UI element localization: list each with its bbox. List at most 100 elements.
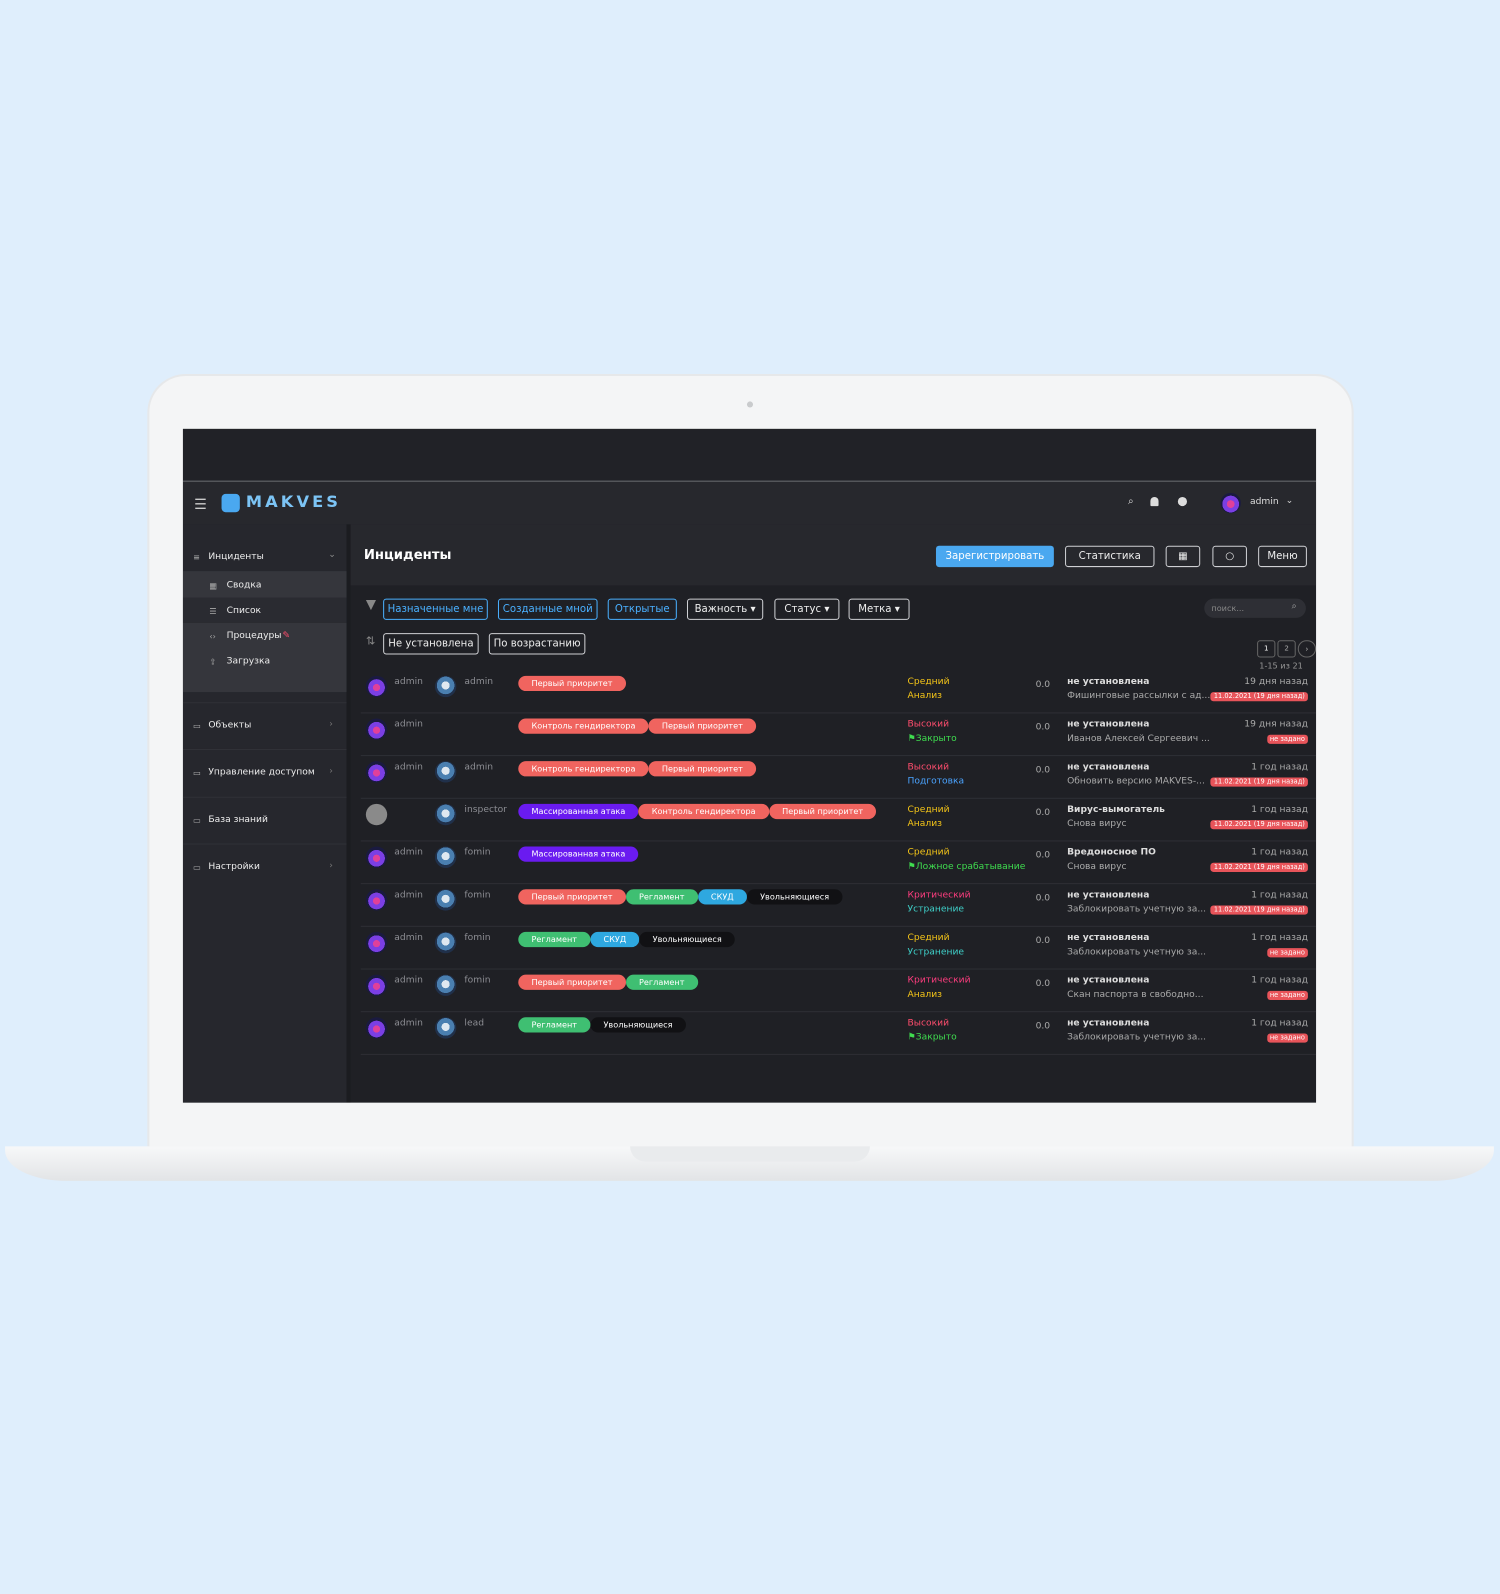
quick-filter[interactable]: Открытые — [607, 598, 677, 620]
stats-button[interactable]: Статистика — [1065, 545, 1155, 568]
quick-filter[interactable]: Назначенные мне — [383, 598, 488, 620]
row-separator — [360, 925, 1317, 927]
author-name: admin — [394, 719, 423, 730]
deadline: не задано — [1266, 734, 1308, 744]
page-next[interactable]: › — [1297, 640, 1317, 658]
tag[interactable]: Регламент — [625, 974, 698, 990]
user-name[interactable]: admin — [1249, 496, 1279, 508]
status: Устранение — [907, 947, 965, 958]
author-name: admin — [394, 890, 423, 901]
user-caret[interactable]: ⌄ — [1285, 495, 1294, 507]
nav-item[interactable]: Настройки — [208, 861, 260, 872]
page-button[interactable]: 1 — [1257, 640, 1276, 658]
tags: Регламент СКУД Увольняющиеся — [518, 931, 735, 948]
register-button[interactable]: Зарегистрировать — [935, 545, 1054, 568]
deadline: 11.02.2021 (19 дня назад) — [1210, 905, 1308, 915]
description: Снова вирус — [1067, 861, 1127, 872]
category: не установлена — [1067, 762, 1150, 773]
refresh-button[interactable]: ○ — [1212, 545, 1247, 568]
quick-filter[interactable]: Созданные мной — [497, 598, 598, 620]
tags: Контроль гендиректора Первый приоритет — [518, 718, 757, 734]
row-separator — [360, 1053, 1317, 1055]
status: Подготовка — [907, 776, 965, 787]
search-box-icon: ⌕ — [1291, 601, 1297, 612]
row-separator — [360, 840, 1317, 842]
description: Заблокировать учетную за... — [1067, 904, 1207, 915]
search-box[interactable]: поиск... — [1204, 598, 1306, 618]
tag[interactable]: СКУД — [697, 889, 747, 905]
nav-group[interactable]: Инциденты — [208, 551, 264, 562]
submenu-item[interactable]: Загрузка — [226, 656, 271, 667]
nav-item[interactable]: Объекты — [208, 720, 252, 731]
nav-chevron: › — [329, 766, 333, 777]
nav-icon: ▭ — [193, 862, 201, 872]
hamburger[interactable]: ☰ — [194, 496, 207, 514]
tag[interactable]: Массированная атака — [518, 803, 639, 820]
incident-row[interactable] — [361, 841, 1316, 884]
time: 1 год назад — [1251, 932, 1308, 944]
tag[interactable]: Контроль гендиректора — [518, 718, 649, 734]
avatar — [434, 1017, 457, 1039]
severity: Высокий — [907, 1018, 950, 1029]
page-button[interactable]: 2 — [1277, 640, 1296, 658]
severity: Средний — [907, 676, 950, 687]
dropdown-filter[interactable]: Статус ▾ — [774, 598, 840, 620]
tag[interactable]: Увольняющиеся — [590, 1017, 686, 1033]
alarm-icon[interactable] — [1177, 496, 1187, 507]
description: Заблокировать учетную за... — [1067, 1032, 1207, 1043]
time: 19 дня назад — [1244, 719, 1308, 730]
menu-button[interactable]: Меню — [1258, 545, 1307, 568]
grid-button[interactable]: ▦ — [1165, 545, 1201, 568]
score: 0.0 — [1035, 679, 1051, 691]
tag[interactable]: Первый приоритет — [648, 761, 757, 777]
submenu-item[interactable]: Процедуры — [226, 631, 282, 642]
category: Вирус-вымогатель — [1067, 804, 1165, 816]
title-bar — [350, 524, 1317, 586]
avatar — [434, 761, 457, 783]
avatar — [365, 803, 388, 826]
nav-item[interactable]: База знаний — [208, 814, 268, 825]
dropdown-filter[interactable]: Метка ▾ — [848, 598, 910, 620]
nav-item[interactable]: Управление доступом — [208, 767, 315, 778]
status: ⚑Закрыто — [907, 1032, 957, 1043]
tag[interactable]: Регламент — [518, 1017, 591, 1033]
tag[interactable]: Увольняющиеся — [746, 889, 843, 905]
row-separator — [360, 797, 1317, 799]
camera — [746, 401, 754, 408]
page-range: 1-15 из 21 — [1259, 661, 1303, 671]
tag[interactable]: Первый приоритет — [518, 675, 626, 692]
description: Скан паспорта в свободно... — [1067, 989, 1204, 1000]
tag[interactable]: Первый приоритет — [768, 803, 877, 820]
user-avatar[interactable] — [1220, 492, 1241, 514]
tag[interactable]: Контроль гендиректора — [638, 803, 769, 820]
sort-order[interactable]: По возрастанию — [488, 633, 586, 655]
tag[interactable]: Контроль гендиректора — [518, 761, 649, 777]
tag[interactable]: Первый приоритет — [518, 974, 626, 990]
status: ⚑Ложное срабатывание — [907, 861, 1026, 872]
tag[interactable]: Регламент — [625, 889, 698, 905]
severity: Высокий — [907, 719, 950, 730]
dropdown-filter[interactable]: Важность ▾ — [686, 598, 764, 620]
tag[interactable]: Массированная атака — [518, 846, 639, 862]
sort-field[interactable]: Не установлена — [383, 633, 479, 655]
tag[interactable]: Первый приоритет — [518, 889, 626, 905]
row-separator — [360, 755, 1317, 757]
submenu-item[interactable]: Сводка — [226, 580, 262, 591]
assignee-name: fomin — [464, 890, 491, 901]
deadline: не задано — [1266, 990, 1308, 1000]
tag[interactable]: СКУД — [590, 931, 640, 948]
nav-separator — [182, 749, 347, 751]
sort-icon: ⇅ — [365, 634, 376, 648]
tag[interactable]: Первый приоритет — [648, 718, 757, 734]
submenu-item[interactable]: Список — [226, 605, 262, 616]
score: 0.0 — [1035, 722, 1051, 733]
severity: Критический — [907, 975, 971, 986]
nav-chevron: › — [329, 860, 333, 871]
search-icon[interactable]: ⌕ — [1128, 495, 1134, 508]
row-separator — [360, 1011, 1317, 1013]
bell-icon[interactable] — [1150, 496, 1159, 507]
avatar — [365, 931, 388, 954]
time: 1 год назад — [1251, 1018, 1308, 1029]
tag[interactable]: Регламент — [518, 931, 591, 948]
tag[interactable]: Увольняющиеся — [639, 931, 735, 948]
